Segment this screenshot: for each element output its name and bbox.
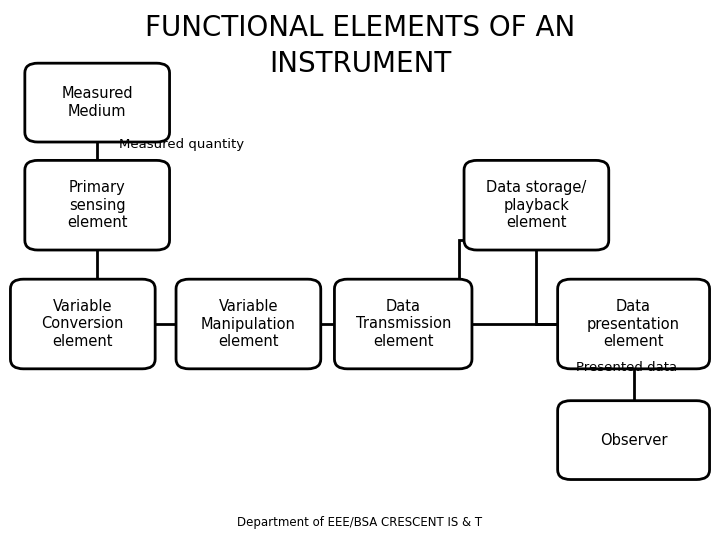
Text: Primary
sensing
element: Primary sensing element: [67, 180, 127, 230]
FancyBboxPatch shape: [176, 279, 321, 369]
Text: FUNCTIONAL ELEMENTS OF AN
INSTRUMENT: FUNCTIONAL ELEMENTS OF AN INSTRUMENT: [145, 14, 575, 78]
FancyBboxPatch shape: [24, 160, 170, 250]
Text: Data
presentation
element: Data presentation element: [587, 299, 680, 349]
Text: Data
Transmission
element: Data Transmission element: [356, 299, 451, 349]
FancyBboxPatch shape: [557, 401, 709, 480]
Text: Department of EEE/BSA CRESCENT IS & T: Department of EEE/BSA CRESCENT IS & T: [238, 516, 482, 529]
FancyBboxPatch shape: [334, 279, 472, 369]
Text: Presented data: Presented data: [576, 361, 677, 374]
FancyBboxPatch shape: [557, 279, 709, 369]
Text: Measured
Medium: Measured Medium: [61, 86, 133, 119]
FancyBboxPatch shape: [464, 160, 609, 250]
Text: Observer: Observer: [600, 433, 667, 448]
FancyBboxPatch shape: [11, 279, 156, 369]
Text: Data storage/
playback
element: Data storage/ playback element: [486, 180, 587, 230]
FancyBboxPatch shape: [24, 63, 170, 142]
Text: Variable
Conversion
element: Variable Conversion element: [42, 299, 124, 349]
Text: Measured quantity: Measured quantity: [119, 138, 244, 151]
Text: Variable
Manipulation
element: Variable Manipulation element: [201, 299, 296, 349]
